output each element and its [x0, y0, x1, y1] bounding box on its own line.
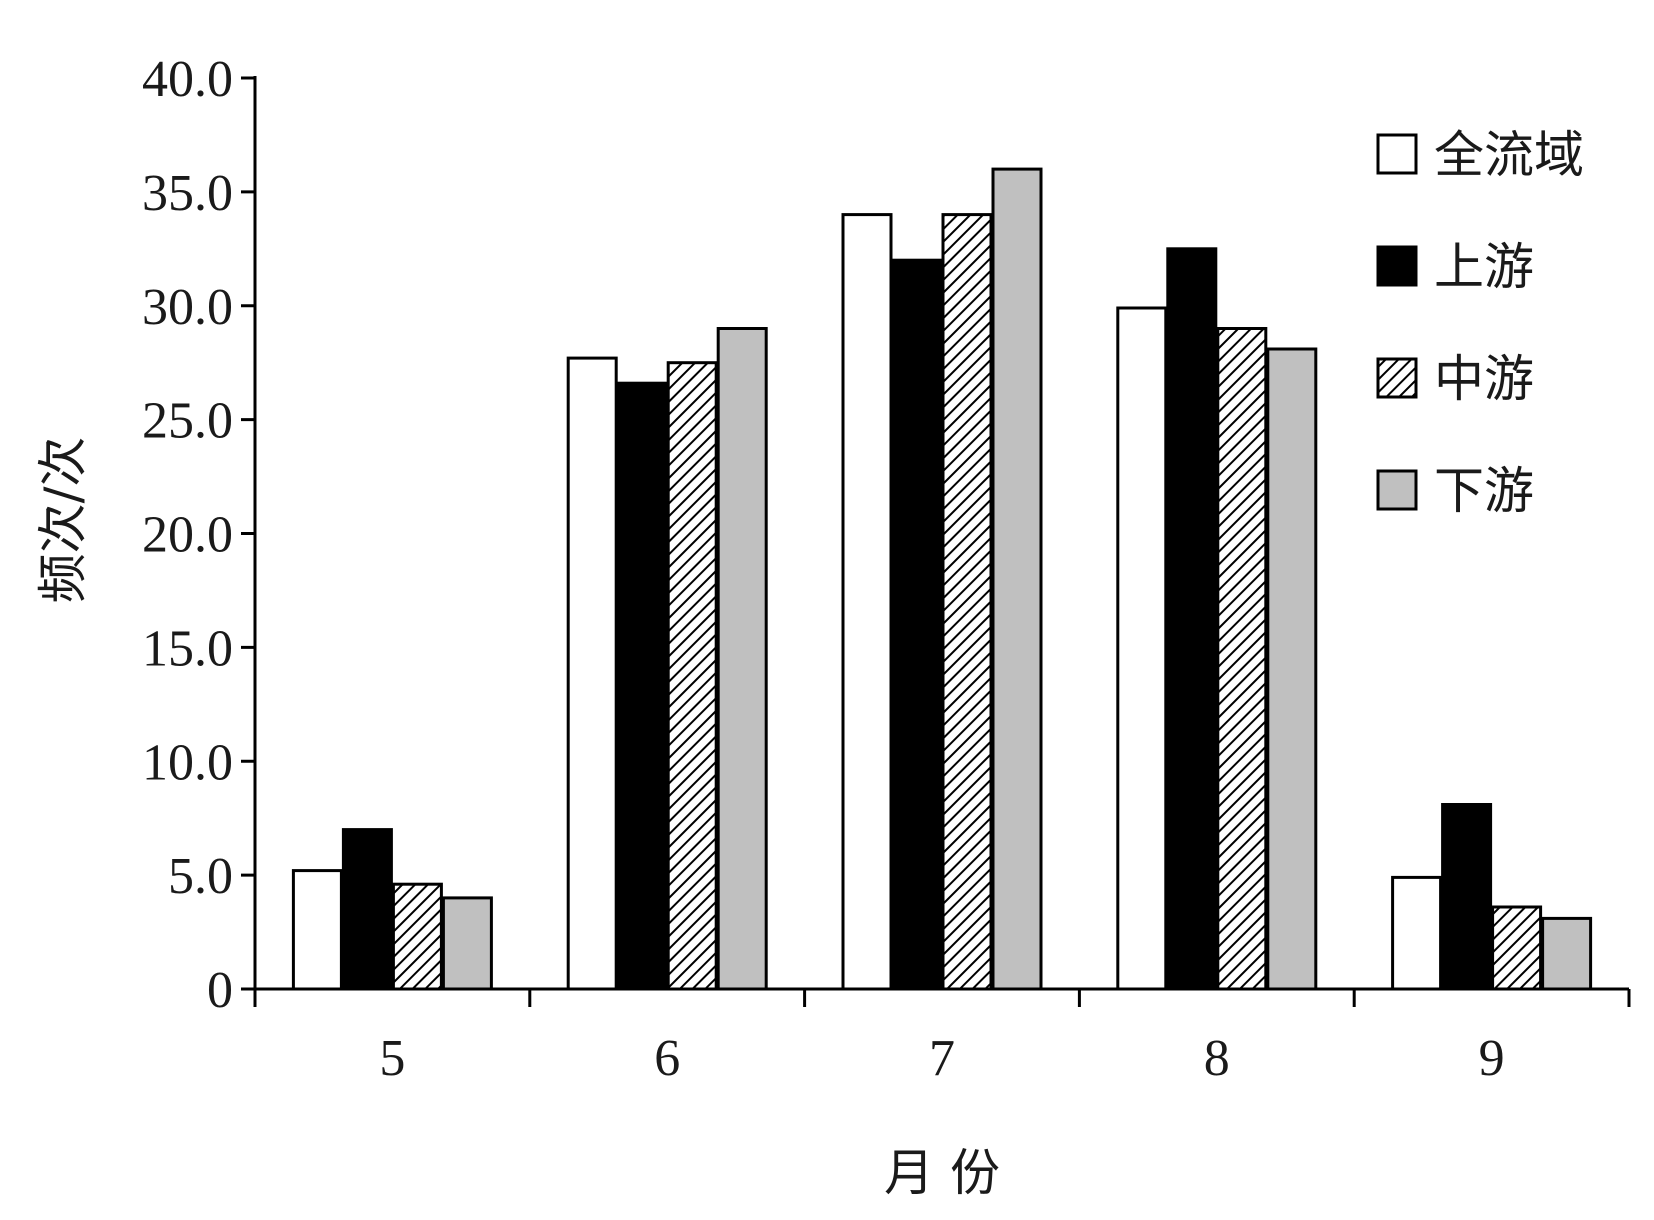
x-tick-label: 7 [929, 1030, 955, 1087]
y-tick-label: 35.0 [142, 165, 233, 222]
bar-8-1 [1116, 306, 1168, 991]
bar-5-3 [391, 882, 443, 991]
plot-area [291, 167, 1593, 991]
bar-9-2 [1441, 803, 1493, 991]
legend-label: 上游 [1434, 238, 1534, 296]
y-tick-label: 10.0 [142, 734, 233, 791]
y-tick-label: 30.0 [142, 279, 233, 336]
y-tick-label: 15.0 [142, 620, 233, 677]
y-axis-title: 频次/次 [34, 437, 92, 604]
bar-7-4 [991, 167, 1043, 991]
bar-8-2 [1166, 247, 1218, 991]
bar-5-2 [341, 828, 393, 991]
x-tick-label: 8 [1204, 1030, 1230, 1087]
y-tick-label: 25.0 [142, 393, 233, 450]
bar-5-4 [441, 896, 493, 991]
y-tick-label: 20.0 [142, 507, 233, 564]
bar-7-1 [841, 213, 893, 991]
x-tick-label: 5 [379, 1030, 405, 1087]
x-tick-label: 9 [1479, 1030, 1505, 1087]
y-tick-label: 40.0 [142, 51, 233, 108]
bar-9-4 [1541, 916, 1593, 991]
bar-6-2 [616, 381, 668, 991]
bar-9-3 [1491, 905, 1543, 991]
axes: 0 5.0 10.0 15.0 20.0 25.0 30.0 35.0 40.0 5 6 7 8 9 [142, 51, 1631, 1087]
bar-8-3 [1216, 327, 1268, 991]
legend-swatch [1376, 357, 1418, 399]
bar-7-2 [891, 258, 943, 991]
bar-7-3 [941, 213, 993, 991]
x-axis-title: 月 份 [884, 1144, 1000, 1202]
legend-label: 中游 [1434, 350, 1534, 408]
y-tick-label: 5.0 [168, 848, 233, 905]
x-tick-label: 6 [654, 1030, 680, 1087]
y-tick-label: 0 [207, 962, 233, 1019]
bar-6-3 [666, 361, 718, 991]
bar-8-4 [1266, 347, 1318, 991]
bar-6-4 [716, 327, 768, 991]
legend-swatch [1376, 245, 1418, 287]
legend-label: 下游 [1434, 462, 1534, 520]
legend-swatch [1376, 133, 1418, 175]
bar-9-1 [1391, 875, 1443, 991]
bar-5-1 [291, 869, 343, 991]
legend-label: 全流域 [1434, 126, 1584, 184]
bar-6-1 [566, 356, 618, 991]
legend-swatch [1376, 469, 1418, 511]
